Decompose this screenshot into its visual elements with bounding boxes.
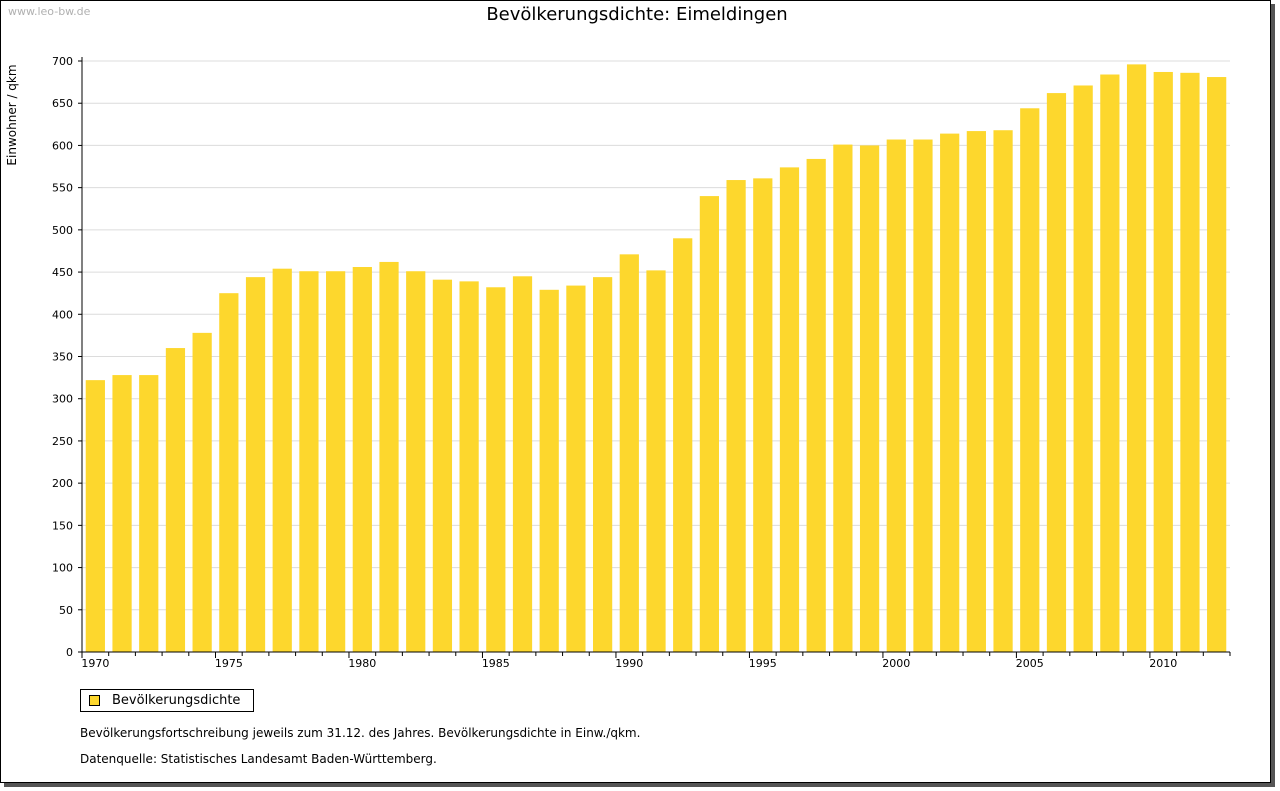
bar (379, 261, 399, 652)
chart-title: Bevölkerungsdichte: Eimeldingen (486, 4, 788, 25)
bar (245, 277, 266, 652)
y-tick-label: 500 (52, 224, 73, 237)
bar (85, 380, 105, 652)
bar (1100, 74, 1120, 653)
bar (806, 158, 826, 653)
bar (192, 332, 212, 652)
y-tick-label: 100 (52, 562, 73, 575)
y-tick-label: 150 (52, 519, 73, 532)
legend: Bevölkerungsdichte (80, 689, 254, 712)
y-tick-label: 200 (52, 477, 73, 490)
x-tick-label: 1975 (215, 657, 243, 670)
bar (219, 293, 239, 652)
footnote-source: Datenquelle: Statistisches Landesamt Bad… (80, 752, 437, 766)
bar (112, 375, 132, 652)
bar (406, 271, 426, 652)
bar (673, 238, 693, 653)
bar (326, 271, 346, 652)
bar (1046, 93, 1067, 652)
y-tick-label: 650 (52, 97, 73, 110)
bar (1180, 72, 1200, 652)
legend-label: Bevölkerungsdichte (112, 693, 241, 708)
bar (1073, 85, 1093, 653)
y-tick-label: 50 (59, 604, 73, 617)
bar (459, 281, 479, 652)
bar (165, 348, 186, 652)
legend-swatch (89, 695, 100, 706)
footnote-method: Bevölkerungsfortschreibung jeweils zum 3… (80, 726, 641, 740)
bar (779, 167, 800, 652)
bar (566, 285, 586, 652)
bar (139, 375, 159, 652)
bar (753, 178, 773, 652)
bar (913, 139, 933, 653)
bar (940, 133, 960, 652)
bar (886, 139, 906, 653)
bar (486, 287, 506, 652)
x-tick-label: 1995 (749, 657, 777, 670)
y-tick-label: 600 (52, 139, 73, 152)
bar (299, 271, 319, 652)
x-tick-label: 1970 (81, 657, 109, 670)
y-tick-label: 350 (52, 351, 73, 364)
x-tick-label: 1985 (482, 657, 510, 670)
y-tick-label: 400 (52, 308, 73, 321)
y-tick-label: 450 (52, 266, 73, 279)
bar (859, 145, 880, 652)
bar (1126, 64, 1147, 653)
bar (699, 196, 720, 653)
bar (1207, 77, 1227, 652)
bar (646, 270, 666, 652)
y-tick-label: 550 (52, 182, 73, 195)
bar (512, 276, 533, 652)
bar (833, 144, 853, 652)
bar (539, 289, 559, 652)
bar (619, 254, 639, 652)
bar (1153, 71, 1173, 653)
bar (352, 267, 372, 652)
bar (726, 180, 746, 652)
y-tick-label: 700 (52, 55, 73, 68)
y-tick-label: 300 (52, 393, 73, 406)
x-tick-label: 2005 (1016, 657, 1044, 670)
bar (1020, 108, 1040, 652)
bar (993, 130, 1013, 652)
watermark: www.leo-bw.de (8, 5, 91, 18)
x-tick-label: 2000 (882, 657, 910, 670)
bar (432, 279, 453, 652)
x-tick-label: 1990 (615, 657, 643, 670)
x-tick-label: 2010 (1149, 657, 1177, 670)
bar (592, 277, 613, 652)
bar (966, 131, 986, 653)
y-tick-label: 0 (66, 646, 73, 659)
bar (272, 268, 292, 652)
y-tick-label: 250 (52, 435, 73, 448)
x-tick-label: 1980 (348, 657, 376, 670)
